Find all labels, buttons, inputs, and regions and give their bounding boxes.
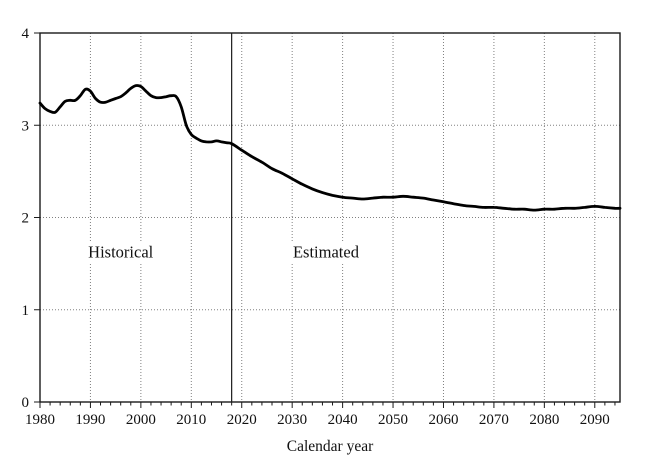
x-tick-label: 2090 xyxy=(580,412,610,428)
data-line-workers-per-beneficiary xyxy=(38,84,622,212)
x-tick-label: 1980 xyxy=(25,412,55,428)
x-tick-label: 2050 xyxy=(378,412,408,428)
y-tick-label: 2 xyxy=(22,211,30,227)
y-tick-label: 0 xyxy=(22,395,30,411)
y-tick-label: 4 xyxy=(22,26,30,42)
x-tick-label: 2020 xyxy=(227,412,257,428)
x-tick-label: 2070 xyxy=(479,412,509,428)
annotation-backing xyxy=(84,241,158,263)
x-tick-label: 2080 xyxy=(529,412,559,428)
line-chart-svg: 0 1 2 3 4 1980 1990 2000 2010 2020 2030 2040 2050 206… xyxy=(22,26,622,428)
x-tick-label: 2010 xyxy=(176,412,206,428)
x-tick-label: 2030 xyxy=(277,412,307,428)
annotation-backing xyxy=(288,241,364,263)
y-tick-label: 1 xyxy=(22,303,30,319)
x-tick-label: 2040 xyxy=(328,412,358,428)
annotation-estimated: Estimated xyxy=(293,243,360,262)
annotation-historical: Historical xyxy=(88,243,153,262)
x-tick-label: 2060 xyxy=(428,412,458,428)
x-tick-label: 1990 xyxy=(75,412,105,428)
y-tick-label: 3 xyxy=(22,118,30,134)
x-axis-title: Calendar year xyxy=(286,438,374,455)
x-tick-label: 2000 xyxy=(126,412,156,428)
